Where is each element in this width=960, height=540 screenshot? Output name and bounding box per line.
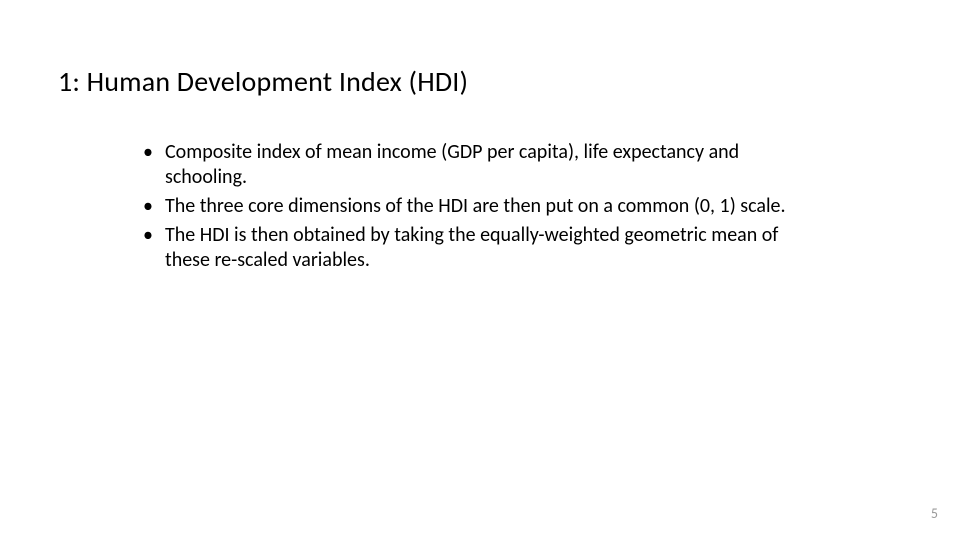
- bullet-list: Composite index of mean income (GDP per …: [135, 140, 815, 273]
- page-number: 5: [931, 505, 938, 522]
- bullet-item: The HDI is then obtained by taking the e…: [135, 223, 815, 273]
- slide-title: 1: Human Development Index (HDI): [58, 64, 468, 99]
- bullet-item: Composite index of mean income (GDP per …: [135, 140, 815, 190]
- slide: 1: Human Development Index (HDI) Composi…: [0, 0, 960, 540]
- slide-body: Composite index of mean income (GDP per …: [135, 140, 815, 277]
- bullet-item: The three core dimensions of the HDI are…: [135, 194, 815, 219]
